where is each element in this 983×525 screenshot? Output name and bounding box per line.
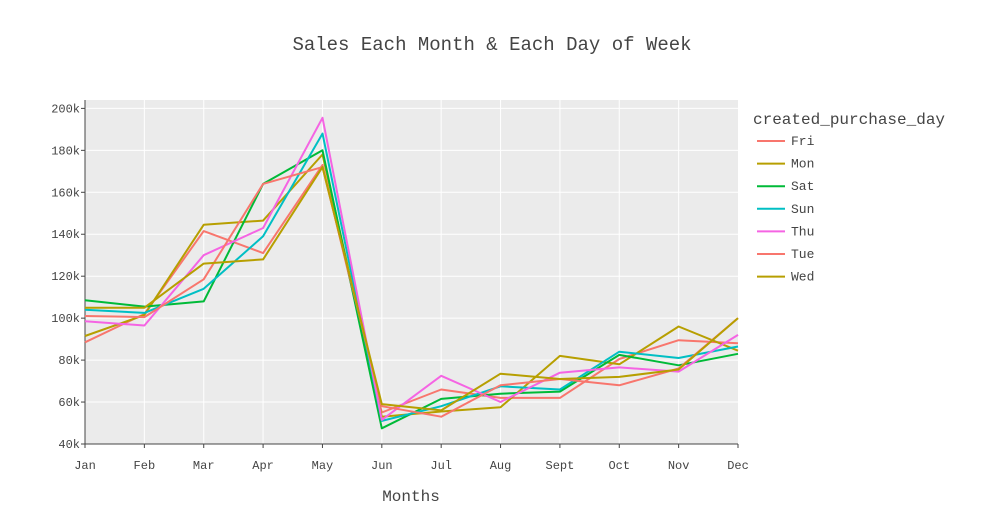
x-tick-label: Feb bbox=[134, 459, 156, 473]
y-tick-label: 140k bbox=[51, 228, 80, 242]
x-axis-label: Months bbox=[382, 488, 440, 506]
legend-label-sun: Sun bbox=[791, 202, 814, 217]
x-tick-label: May bbox=[312, 459, 334, 473]
x-tick-label: Jun bbox=[371, 459, 393, 473]
legend-title: created_purchase_day bbox=[753, 111, 945, 129]
series-line-wed bbox=[85, 166, 739, 412]
y-tick-label: 200k bbox=[51, 102, 80, 116]
x-tick-label: Aug bbox=[490, 459, 512, 473]
legend-label-thu: Thu bbox=[791, 224, 814, 239]
legend-label-tue: Tue bbox=[791, 247, 814, 262]
x-tick-label: Jan bbox=[74, 459, 96, 473]
y-tick-label: 60k bbox=[58, 396, 80, 410]
legend-label-fri: Fri bbox=[791, 134, 815, 149]
series-line-sun bbox=[84, 132, 739, 422]
legend-label-mon: Mon bbox=[791, 157, 814, 172]
legend-label-sat: Sat bbox=[791, 179, 814, 194]
x-axis: Jan Feb Mar Apr May Jun Jul Aug Sept Oct Nov Dec bbox=[74, 443, 749, 473]
legend-label-wed: Wed bbox=[791, 270, 814, 285]
series-line-thu bbox=[84, 116, 739, 421]
y-tick-label: 100k bbox=[51, 312, 80, 326]
series-lines bbox=[84, 116, 739, 430]
y-axis: 40k 60k 80k 100k 120k 140k 160k 180k 200k bbox=[51, 100, 86, 452]
x-tick-label: Nov bbox=[668, 459, 690, 473]
x-tick-label: Mar bbox=[193, 459, 215, 473]
plot-background bbox=[85, 100, 738, 444]
x-tick-label: Jul bbox=[430, 459, 452, 473]
y-tick-label: 120k bbox=[51, 270, 80, 284]
x-tick-label: Dec bbox=[727, 459, 749, 473]
legend: created_purchase_day Fri Mon Sat Sun Thu Tue W… bbox=[753, 111, 945, 285]
x-tick-label: Oct bbox=[608, 459, 630, 473]
y-tick-label: 40k bbox=[58, 438, 80, 452]
x-tick-label: Sept bbox=[546, 459, 575, 473]
y-tick-label: 180k bbox=[51, 144, 80, 158]
series-line-tue bbox=[84, 166, 739, 418]
y-tick-label: 160k bbox=[51, 186, 80, 200]
x-tick-label: Apr bbox=[252, 459, 274, 473]
chart-title: Sales Each Month & Each Day of Week bbox=[292, 34, 691, 56]
y-tick-label: 80k bbox=[58, 354, 80, 368]
